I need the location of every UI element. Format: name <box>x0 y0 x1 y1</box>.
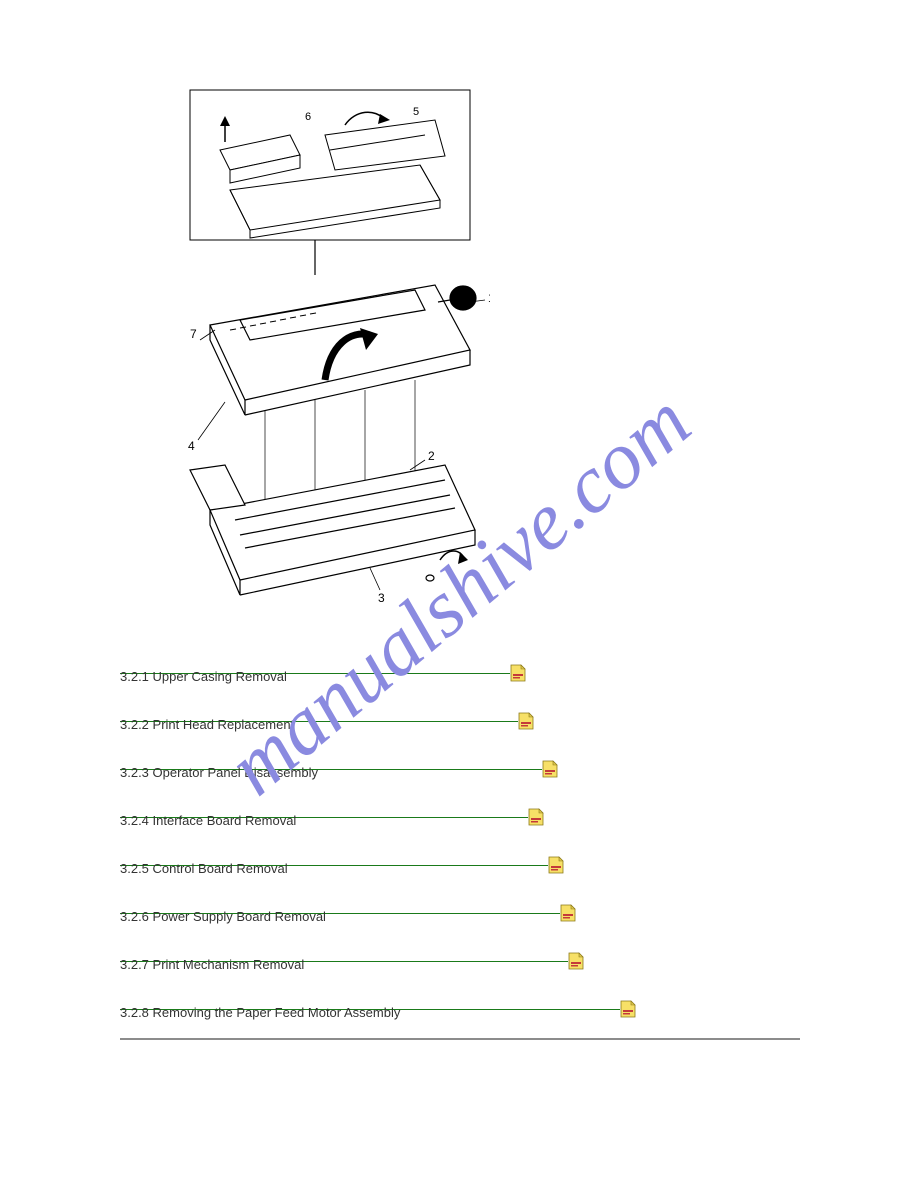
link-label: 3.2.4 Interface Board Removal <box>120 813 296 828</box>
link-label: 3.2.5 Control Board Removal <box>120 861 288 876</box>
document-icon[interactable] <box>548 856 564 874</box>
document-icon[interactable] <box>560 904 576 922</box>
section-link-list: 3.2.1 Upper Casing Removal 3.2.2 Print He… <box>120 640 798 1024</box>
svg-text:6: 6 <box>305 111 311 123</box>
svg-text:1: 1 <box>488 291 490 305</box>
link-label: 3.2.2 Print Head Replacement <box>120 717 294 732</box>
section-link[interactable]: 3.2.5 Control Board Removal <box>120 832 798 880</box>
svg-text:2: 2 <box>428 449 435 463</box>
document-icon[interactable] <box>528 808 544 826</box>
document-icon[interactable] <box>620 1000 636 1018</box>
section-link[interactable]: 3.2.8 Removing the Paper Feed Motor Asse… <box>120 976 798 1024</box>
section-divider <box>120 1038 800 1040</box>
section-link[interactable]: 3.2.7 Print Mechanism Removal <box>120 928 798 976</box>
document-icon[interactable] <box>510 664 526 682</box>
section-link[interactable]: 3.2.6 Power Supply Board Removal <box>120 880 798 928</box>
link-label: 3.2.3 Operator Panel Disassembly <box>120 765 318 780</box>
link-label: 3.2.8 Removing the Paper Feed Motor Asse… <box>120 1005 400 1020</box>
document-icon[interactable] <box>518 712 534 730</box>
document-icon[interactable] <box>568 952 584 970</box>
section-link[interactable]: 3.2.3 Operator Panel Disassembly <box>120 736 798 784</box>
section-link[interactable]: 3.2.2 Print Head Replacement <box>120 688 798 736</box>
svg-text:4: 4 <box>188 439 195 453</box>
svg-text:5: 5 <box>413 106 419 118</box>
exploded-diagram: 6 5 <box>170 80 490 610</box>
document-icon[interactable] <box>542 760 558 778</box>
svg-text:3: 3 <box>378 591 385 605</box>
svg-text:7: 7 <box>190 327 197 341</box>
section-link[interactable]: 3.2.1 Upper Casing Removal <box>120 640 798 688</box>
link-label: 3.2.7 Print Mechanism Removal <box>120 957 304 972</box>
section-link[interactable]: 3.2.4 Interface Board Removal <box>120 784 798 832</box>
link-label: 3.2.6 Power Supply Board Removal <box>120 909 326 924</box>
link-label: 3.2.1 Upper Casing Removal <box>120 669 287 684</box>
